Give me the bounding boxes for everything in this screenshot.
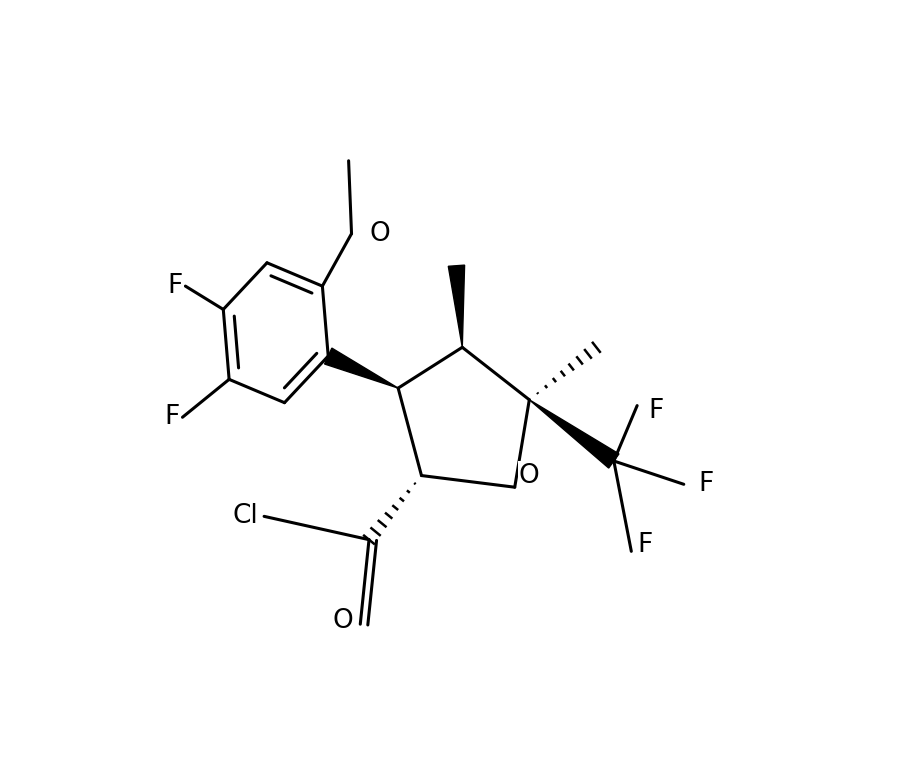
- Text: Cl: Cl: [233, 503, 258, 529]
- Text: F: F: [637, 532, 652, 559]
- Polygon shape: [325, 348, 398, 388]
- Text: F: F: [649, 398, 664, 425]
- Text: O: O: [333, 609, 354, 634]
- Text: O: O: [369, 220, 390, 247]
- Text: F: F: [164, 404, 179, 430]
- Text: F: F: [698, 472, 713, 497]
- Text: F: F: [167, 273, 182, 299]
- Polygon shape: [529, 400, 619, 468]
- Text: O: O: [519, 463, 539, 488]
- Polygon shape: [448, 265, 465, 347]
